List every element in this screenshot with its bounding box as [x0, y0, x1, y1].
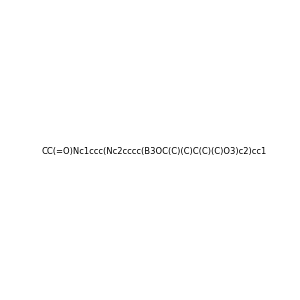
- Text: CC(=O)Nc1ccc(Nc2cccc(B3OC(C)(C)C(C)(C)O3)c2)cc1: CC(=O)Nc1ccc(Nc2cccc(B3OC(C)(C)C(C)(C)O3…: [41, 147, 266, 156]
